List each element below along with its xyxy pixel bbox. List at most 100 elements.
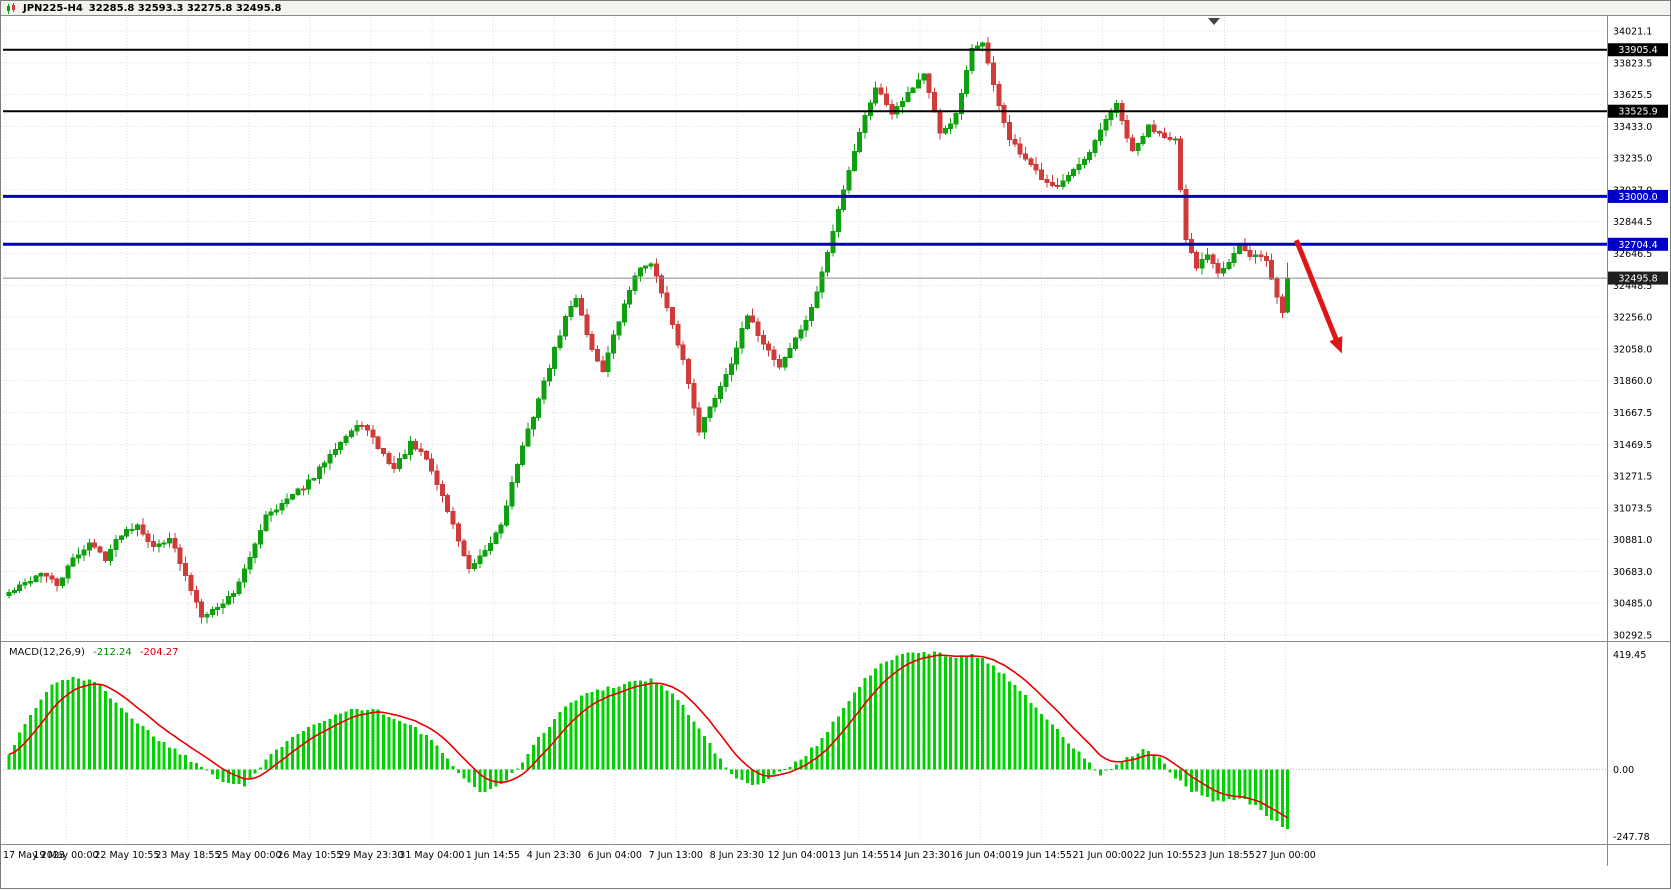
- candle-body: [279, 502, 285, 511]
- macd-histogram-bar: [547, 727, 551, 770]
- candle-body: [1108, 111, 1114, 120]
- macd-histogram-bar: [842, 707, 846, 770]
- macd-histogram-bar: [489, 769, 492, 790]
- candle-body: [54, 578, 60, 586]
- candle-body: [199, 601, 205, 618]
- candle-body: [225, 595, 231, 605]
- macd-histogram-bar: [371, 709, 375, 770]
- macd-histogram-bar: [1286, 769, 1290, 829]
- price-axis-label: 34021.1: [1613, 27, 1652, 38]
- candle-body: [1146, 124, 1152, 137]
- candle-body: [145, 533, 151, 543]
- candle-body: [830, 230, 836, 253]
- candle-body: [1049, 182, 1055, 186]
- candle-body: [798, 329, 804, 339]
- time-axis-label: 25 May 00:00: [216, 850, 281, 861]
- macd-histogram-bar: [18, 732, 22, 770]
- candle-body: [60, 577, 65, 586]
- candle-body: [177, 547, 183, 565]
- candle-body: [33, 575, 39, 583]
- candle-body: [1253, 254, 1259, 257]
- candle-body: [702, 417, 707, 433]
- price-axis-label: 32256.0: [1613, 313, 1652, 324]
- macd-histogram-bar: [430, 740, 434, 770]
- candlestick-chart-icon: [7, 2, 15, 14]
- macd-histogram-bar: [852, 692, 856, 770]
- candle-body: [11, 589, 17, 594]
- candle-body: [1210, 254, 1216, 264]
- candle-body: [728, 363, 734, 375]
- candle-body: [803, 319, 809, 331]
- candle-body: [1178, 138, 1184, 190]
- candle-body: [38, 572, 44, 577]
- candle-body: [6, 592, 12, 597]
- price-axis-label: 32844.5: [1613, 217, 1652, 228]
- svg-text:33905.4: 33905.4: [1618, 45, 1657, 56]
- macd-histogram-bar: [563, 706, 567, 770]
- macd-plot[interactable]: [3, 644, 1607, 844]
- macd-histogram-bar: [831, 721, 835, 770]
- macd-histogram-bar: [1227, 769, 1231, 800]
- candle-body: [263, 514, 269, 532]
- macd-histogram-bar: [1152, 755, 1156, 770]
- candle-body: [92, 542, 98, 548]
- macd-histogram-bar: [708, 743, 712, 770]
- candle-body: [1060, 180, 1066, 188]
- candle-body: [70, 557, 76, 567]
- price-axis-label: 32058.0: [1613, 344, 1652, 355]
- macd-histogram-bar: [1050, 724, 1054, 770]
- macd-histogram-bar: [590, 692, 594, 770]
- macd-histogram-bar: [333, 714, 337, 770]
- macd-histogram-bar: [569, 702, 573, 770]
- candle-body: [1092, 139, 1098, 153]
- candle-body: [958, 93, 964, 114]
- candle-body: [450, 511, 456, 525]
- macd-histogram-bar: [585, 693, 589, 770]
- candle-body: [108, 549, 114, 561]
- macd-histogram-bar: [596, 689, 599, 770]
- candle-body: [150, 541, 156, 547]
- macd-histogram-bar: [424, 735, 428, 770]
- candle-body: [236, 581, 242, 594]
- candle-body: [466, 554, 472, 570]
- candle-body: [391, 462, 397, 469]
- price-axis[interactable]: [1607, 16, 1671, 844]
- macd-histogram-bar: [997, 672, 1001, 770]
- macd-histogram-bar: [1098, 769, 1102, 776]
- macd-histogram-bar: [1077, 751, 1081, 770]
- macd-histogram-bar: [1270, 769, 1274, 820]
- candle-body: [990, 62, 996, 86]
- candle-body: [445, 495, 451, 513]
- time-axis-label: 7 Jun 13:00: [649, 850, 703, 861]
- macd-histogram-bar: [98, 685, 102, 770]
- time-axis[interactable]: [1, 844, 1607, 866]
- macd-histogram-bar: [890, 660, 894, 770]
- macd-histogram-bar: [724, 767, 728, 770]
- macd-histogram-bar: [777, 769, 781, 772]
- macd-histogram-bar: [1007, 681, 1011, 770]
- price-axis-label: 33625.5: [1613, 90, 1652, 101]
- macd-histogram-bar: [103, 691, 107, 770]
- price-axis-label: 33823.5: [1613, 58, 1652, 69]
- candle-body: [1028, 158, 1034, 165]
- candle-body: [942, 128, 948, 134]
- macd-histogram-bar: [248, 769, 252, 780]
- candle-body: [568, 305, 574, 318]
- macd-histogram-bar: [756, 769, 760, 785]
- macd-histogram-bar: [922, 651, 926, 770]
- trend-arrow-annotation[interactable]: [1294, 239, 1343, 354]
- macd-histogram-bar: [23, 723, 27, 770]
- candle-body: [905, 91, 911, 103]
- candle-body: [851, 151, 857, 171]
- candle-body: [311, 478, 317, 481]
- macd-histogram-bar: [579, 695, 583, 770]
- chart-shift-marker[interactable]: [1208, 18, 1220, 25]
- macd-histogram-bar: [184, 755, 188, 770]
- macd-histogram-bar: [1093, 769, 1097, 771]
- ohlc-readout: 32285.8 32593.3 32275.8 32495.8: [88, 2, 282, 14]
- macd-histogram-bar: [141, 726, 145, 770]
- macd-histogram-bar: [1024, 694, 1027, 770]
- main-chart-plot[interactable]: [3, 16, 1607, 641]
- macd-histogram-bar: [1184, 769, 1188, 787]
